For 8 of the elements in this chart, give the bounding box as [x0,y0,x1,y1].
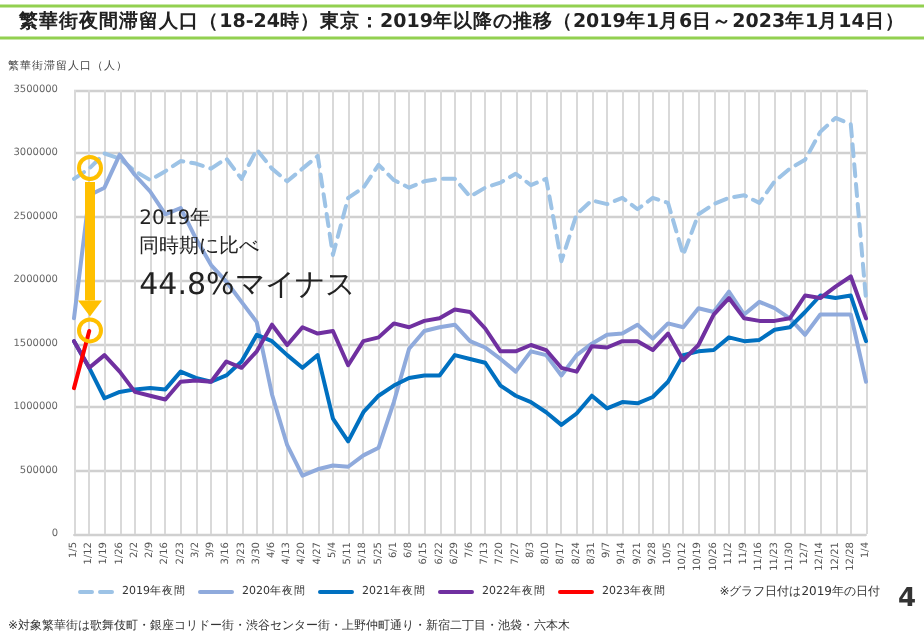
annotation: 同時期に比べ [139,236,260,261]
text: 4 [897,584,916,614]
chart-title: 繁華街夜間滞留人口（18-24時）東京：2019年以降の推移（2019年1月6日～2023年1月14日） [17,9,905,33]
annotation: 44.8%マイナス [139,266,355,303]
line-series [72,115,868,302]
line-series [72,274,868,402]
annotation: 2019年 [139,208,211,233]
line-series [72,152,868,478]
